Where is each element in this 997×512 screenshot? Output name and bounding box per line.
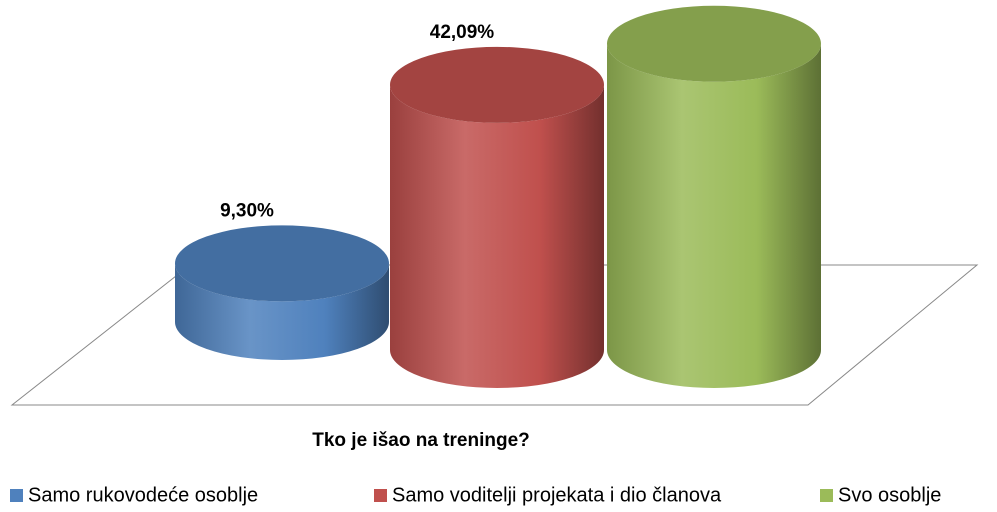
cylinder-top [607,5,821,82]
legend-label: Svo osoblje [838,484,941,506]
axis-title: Tko je išao na treninge? [312,430,530,451]
legend-swatch [820,489,833,502]
legend-label: Samo voditelji projekata i dio članova [392,484,722,506]
cylinder-top [175,225,389,302]
cylinder-body [175,263,389,360]
legend-swatch [374,489,387,502]
cylinder-top [390,46,604,123]
value-label: 9,30% [220,200,274,221]
cylinder-body [607,43,821,389]
legend-label: Samo rukovodeće osoblje [28,484,258,506]
legend-swatch [10,489,23,502]
value-label: 42,09% [430,22,495,43]
value-label: 48,61% [647,0,712,2]
cylinder-body [390,84,604,388]
